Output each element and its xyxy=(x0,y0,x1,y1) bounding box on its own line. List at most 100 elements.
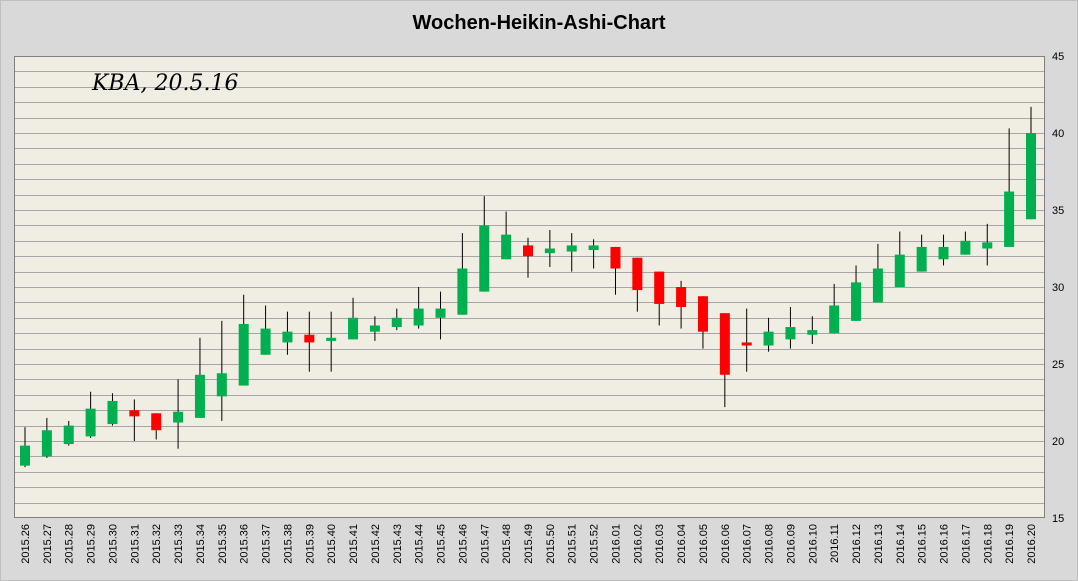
candle-body xyxy=(194,374,205,418)
x-tick-label: 2015.28 xyxy=(64,524,76,564)
candle xyxy=(216,320,227,421)
candle-body xyxy=(697,296,708,332)
candle-body xyxy=(676,287,687,308)
x-tick-label: 2016.14 xyxy=(895,524,907,564)
candle-body xyxy=(173,411,184,423)
x-tick-label: 2015.40 xyxy=(326,524,338,564)
candle xyxy=(413,287,424,329)
candle-body xyxy=(719,313,730,375)
candle-body xyxy=(151,413,162,431)
x-tick-label: 2016.17 xyxy=(960,524,972,564)
candle xyxy=(719,313,730,408)
candle xyxy=(151,413,162,440)
x-tick-label: 2015.36 xyxy=(239,524,251,564)
candle xyxy=(851,265,862,321)
candle-body xyxy=(369,325,380,332)
x-tick-label: 2015.35 xyxy=(217,524,229,564)
candle xyxy=(894,231,905,287)
candle xyxy=(435,291,446,340)
candle xyxy=(676,280,687,329)
candle-body xyxy=(960,240,971,255)
x-tick-label: 2016.18 xyxy=(982,524,994,564)
candle-body xyxy=(348,317,359,340)
candle xyxy=(544,230,555,267)
candle xyxy=(916,234,927,272)
x-tick-label: 2015.43 xyxy=(392,524,404,564)
candle xyxy=(479,196,490,292)
y-tick-label: 35 xyxy=(1052,205,1064,217)
candle xyxy=(982,223,993,266)
candle-body xyxy=(107,400,118,425)
candle-body xyxy=(872,268,883,303)
x-tick-label: 2016.03 xyxy=(654,524,666,564)
x-tick-label: 2015.51 xyxy=(567,524,579,564)
x-tick-label: 2016.16 xyxy=(939,524,951,564)
x-tick-label: 2016.01 xyxy=(610,524,622,564)
candle xyxy=(457,233,468,315)
x-tick-label: 2015.27 xyxy=(42,524,54,564)
x-tick-label: 2016.08 xyxy=(764,524,776,564)
candle-body xyxy=(544,248,555,254)
candle xyxy=(20,427,30,468)
candle xyxy=(194,337,205,418)
x-tick-label: 2016.06 xyxy=(720,524,732,564)
x-tick-label: 2015.31 xyxy=(129,524,141,564)
x-tick-label: 2015.34 xyxy=(195,524,207,564)
x-tick-label: 2016.04 xyxy=(676,524,688,564)
candle-body xyxy=(63,425,74,445)
candle-body xyxy=(413,308,424,326)
candle-body xyxy=(741,342,752,346)
candle xyxy=(391,308,402,331)
candle xyxy=(238,294,249,386)
candle-body xyxy=(807,330,818,335)
x-tick-label: 2016.05 xyxy=(698,524,710,564)
candle-body xyxy=(282,331,293,343)
candle-body xyxy=(435,308,446,318)
x-tick-label: 2015.26 xyxy=(20,524,32,564)
y-tick-label: 25 xyxy=(1052,359,1064,371)
candle xyxy=(41,417,52,458)
candle xyxy=(282,311,293,355)
candle-body xyxy=(916,246,927,272)
candle-body xyxy=(129,410,140,417)
candle xyxy=(610,246,621,295)
candle-body xyxy=(654,271,665,304)
candle-body xyxy=(632,257,643,291)
candle-body xyxy=(304,334,315,343)
x-tick-label: 2016.02 xyxy=(632,524,644,564)
y-tick-label: 30 xyxy=(1052,282,1064,294)
x-tick-label: 2015.46 xyxy=(457,524,469,564)
candle xyxy=(326,311,337,372)
candle-body xyxy=(20,445,30,466)
candle xyxy=(501,211,512,260)
candle xyxy=(1026,106,1036,220)
candle-body xyxy=(938,246,949,260)
x-tick-label: 2015.50 xyxy=(545,524,557,564)
candle-body xyxy=(785,327,796,340)
candle-body xyxy=(216,373,227,397)
candle-body xyxy=(763,331,774,346)
candle-body xyxy=(610,246,621,269)
candle xyxy=(566,233,577,272)
candle xyxy=(129,399,140,441)
candle-body xyxy=(85,408,96,437)
y-tick-label: 15 xyxy=(1052,513,1064,525)
candle-body xyxy=(1026,133,1036,220)
candle-body xyxy=(982,242,993,249)
y-tick-label: 20 xyxy=(1052,436,1064,448)
x-tick-label: 2015.41 xyxy=(348,524,360,564)
candle xyxy=(697,296,708,349)
x-tick-label: 2016.07 xyxy=(742,524,754,564)
candle-body xyxy=(1004,191,1015,247)
x-tick-label: 2016.12 xyxy=(851,524,863,564)
candle-body xyxy=(457,268,468,315)
candle-body xyxy=(260,328,271,355)
x-tick-label: 2016.19 xyxy=(1004,524,1016,564)
candle xyxy=(829,283,840,334)
candle-body xyxy=(326,337,337,341)
candle-body xyxy=(566,245,577,252)
plot-border xyxy=(14,56,1045,518)
candle-body xyxy=(829,305,840,334)
x-tick-label: 2016.13 xyxy=(873,524,885,564)
